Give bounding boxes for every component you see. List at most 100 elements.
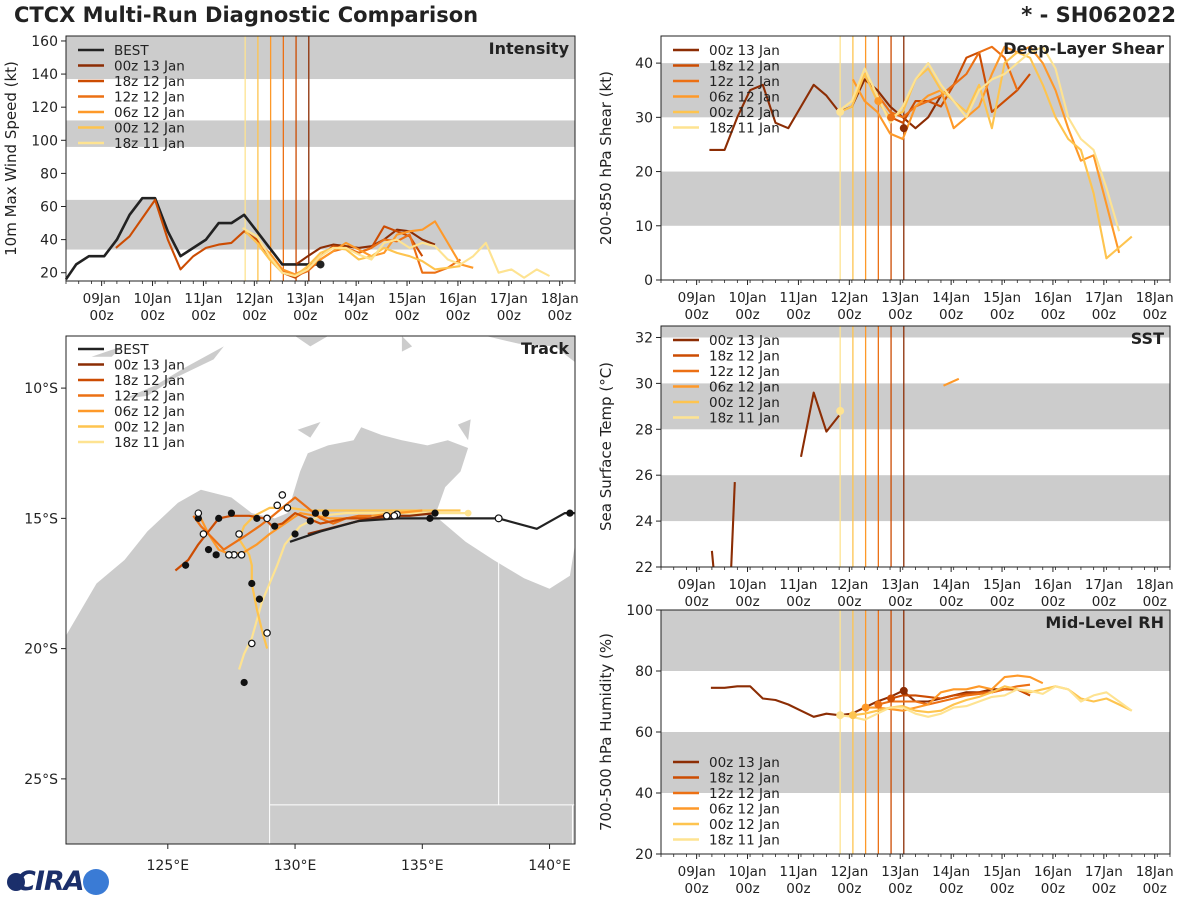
data-point	[887, 113, 896, 122]
y-tick-label: 80	[40, 166, 58, 182]
storm-id: * - SH062022	[1021, 3, 1176, 27]
chart-title: Intensity	[489, 39, 570, 58]
legend-label: 06z 12 Jan	[114, 105, 185, 121]
intensity-chart: 2040608010012014016009Jan00z10Jan00z11Ja…	[2, 34, 579, 324]
shaded-band	[661, 732, 1170, 793]
track-point	[204, 546, 213, 554]
track-map: 125°E 130°E 135°E 140°E 10°S 15°S 20°S 25°S Trac…	[24, 335, 576, 874]
x-tick-label: 14Jan	[337, 291, 375, 307]
land-island	[91, 346, 122, 357]
series-line	[709, 78, 955, 151]
y-tick-label: 10°S	[24, 381, 58, 397]
land-island	[485, 336, 575, 363]
y-tick-label: 26	[635, 468, 653, 484]
run-track	[174, 512, 398, 572]
legend-label: 00z 13 Jan	[709, 755, 780, 771]
x-tick-label: 11Jan	[779, 864, 817, 880]
legend-label: 00z 13 Jan	[709, 43, 780, 59]
x-tick-label: 10Jan	[134, 291, 172, 307]
track-map-layer	[66, 336, 575, 844]
land-island	[297, 422, 321, 438]
track-point	[253, 514, 261, 522]
x-tick-label: 00z	[990, 307, 1014, 323]
x-tick-label: 00z	[1041, 881, 1065, 897]
x-tick-label: 00z	[990, 594, 1014, 610]
y-tick-label: 20	[635, 847, 653, 863]
x-tick-label: 00z	[497, 308, 521, 324]
data-point	[316, 260, 325, 269]
y-tick-label: 32	[635, 330, 653, 346]
x-tick-label: 18Jan	[1136, 864, 1174, 880]
series-line	[257, 220, 474, 276]
legend-label: 00z 13 Jan	[114, 59, 185, 75]
x-tick-label: 00z	[191, 308, 215, 324]
legend-label: 00z 12 Jan	[709, 395, 780, 411]
x-tick-label: 17Jan	[1085, 290, 1123, 306]
y-axis-label: 700-500 hPa Humidity (%)	[597, 633, 615, 831]
legend-label: 12z 12 Jan	[709, 786, 780, 802]
series-line	[865, 674, 1044, 712]
x-tick-label: 18Jan	[1136, 577, 1174, 593]
y-tick-label: 100	[626, 603, 653, 619]
x-tick-label: 16Jan	[1034, 577, 1072, 593]
track-point	[182, 561, 190, 569]
track-point-open	[199, 530, 208, 538]
chart-title: SST	[1131, 329, 1164, 348]
legend-label: 12z 12 Jan	[114, 389, 185, 405]
land-island	[457, 419, 471, 441]
x-tick-label: 00z	[684, 594, 708, 610]
x-tick-label: 125°E	[147, 858, 190, 874]
shaded-band	[66, 199, 575, 250]
track-point-open	[263, 514, 271, 523]
x-tick-label: 17Jan	[490, 291, 528, 307]
x-tick-label: 00z	[939, 307, 963, 323]
y-tick-label: 24	[635, 514, 653, 530]
x-tick-label: 16Jan	[1034, 290, 1072, 306]
y-tick-label: 0	[644, 273, 653, 289]
series-line	[710, 550, 715, 568]
best-point	[426, 514, 434, 522]
x-tick-label: 14Jan	[932, 864, 970, 880]
x-tick-label: 13Jan	[881, 864, 919, 880]
legend-label: 18z 11 Jan	[114, 435, 185, 451]
series-line	[878, 683, 1031, 706]
x-tick-label: 13Jan	[286, 291, 324, 307]
x-tick-label: 00z	[888, 307, 912, 323]
y-tick-label: 25°S	[24, 772, 58, 788]
series-line	[890, 51, 1031, 124]
x-tick-label: 140°E	[528, 858, 571, 874]
x-tick-label: 00z	[1041, 594, 1065, 610]
x-tick-label: 00z	[939, 881, 963, 897]
track-point	[212, 551, 220, 559]
rh-chart: 2040608010009Jan00z10Jan00z11Jan00z12Jan…	[597, 603, 1174, 897]
shaded-band	[66, 36, 575, 80]
y-tick-label: 40	[40, 233, 58, 249]
y-tick-label: 20°S	[24, 642, 58, 658]
x-tick-label: 00z	[242, 308, 266, 324]
y-tick-label: 80	[635, 664, 653, 680]
track-point-open	[390, 511, 399, 520]
x-tick-label: 00z	[548, 308, 572, 324]
track-point-open	[273, 501, 282, 510]
x-tick-label: 10Jan	[729, 290, 767, 306]
land-australia	[66, 427, 575, 844]
x-tick-label: 09Jan	[678, 577, 716, 593]
legend-label: 12z 12 Jan	[709, 74, 780, 90]
data-point	[887, 694, 896, 703]
legend-label: 00z 13 Jan	[114, 358, 185, 374]
legend-label: 00z 12 Jan	[709, 105, 780, 121]
y-tick-label: 60	[40, 200, 58, 216]
data-point	[899, 124, 908, 133]
track-point	[291, 530, 299, 538]
track-point-open	[247, 639, 256, 648]
y-tick-label: 28	[635, 422, 653, 438]
y-tick-label: 100	[31, 133, 58, 149]
legend-label: 06z 12 Jan	[709, 380, 780, 396]
data-point	[861, 703, 870, 712]
logo-satellite-icon	[83, 869, 109, 895]
track-point-open	[283, 504, 292, 512]
x-tick-label: 13Jan	[881, 577, 919, 593]
shaded-band	[661, 610, 1170, 671]
x-tick-label: 00z	[89, 308, 113, 324]
track-point	[194, 514, 202, 522]
